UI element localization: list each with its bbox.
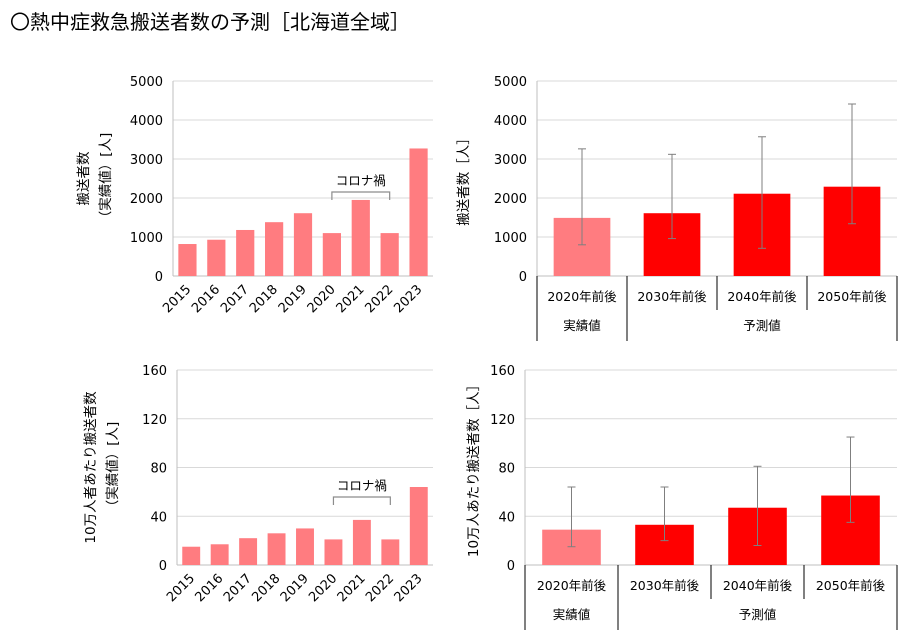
y-tick-label: 5000 <box>130 75 163 90</box>
group-label: 予測値 <box>743 318 781 333</box>
y-tick-label: 0 <box>519 270 527 285</box>
bar <box>182 546 201 565</box>
x-tick-label: 2021 <box>335 571 369 605</box>
y-tick-label: 80 <box>498 462 515 477</box>
y-tick-label: 160 <box>490 364 515 379</box>
y-axis-label: 搬送者数［人］ <box>456 131 472 226</box>
y-tick-label: 0 <box>155 270 163 285</box>
x-tick-label: 2016 <box>192 571 226 605</box>
x-tick-label: 2020年前後 <box>547 289 617 304</box>
page-title: 〇熱中症救急搬送者数の予測［北海道全域］ <box>10 10 410 34</box>
bar <box>178 244 197 276</box>
x-tick-label: 2023 <box>392 571 426 605</box>
x-tick-label: 2018 <box>249 571 283 605</box>
bar <box>267 533 286 565</box>
bar <box>293 213 313 276</box>
bar <box>296 528 314 565</box>
y-tick-label: 160 <box>142 364 167 379</box>
y-tick-label: 4000 <box>494 114 527 129</box>
x-tick-label: 2022 <box>363 571 397 605</box>
y-tick-label: 2000 <box>494 192 527 207</box>
y-tick-label: 0 <box>507 559 515 574</box>
x-tick-label: 2017 <box>221 571 255 605</box>
bar <box>352 519 371 565</box>
y-tick-label: 1000 <box>494 231 527 246</box>
x-tick-label: 2019 <box>278 571 312 605</box>
y-tick-label: 5000 <box>494 75 527 90</box>
y-tick-label: 2000 <box>130 192 163 207</box>
annotation-bracket <box>332 496 391 505</box>
bar <box>322 233 341 276</box>
group-label: 実績値 <box>553 607 591 622</box>
x-tick-label: 2050年前後 <box>816 578 886 593</box>
x-tick-label: 2015 <box>164 571 198 605</box>
y-axis-label: 10万人あたり搬送者数［人］ <box>466 378 482 557</box>
x-tick-label: 2018 <box>247 282 281 316</box>
x-tick-label: 2040年前後 <box>727 289 797 304</box>
bar <box>381 539 400 565</box>
x-tick-label: 2030年前後 <box>637 289 707 304</box>
x-tick-label: 2020年前後 <box>537 578 607 593</box>
annotation-label: コロナ禍 <box>336 173 386 188</box>
group-label: 実績値 <box>563 318 601 333</box>
bar <box>265 222 284 276</box>
bar <box>207 239 226 276</box>
y-tick-label: 120 <box>490 413 515 428</box>
bar <box>236 229 255 276</box>
bar <box>409 487 428 565</box>
x-tick-label: 2020 <box>305 282 339 316</box>
x-tick-label: 2015 <box>160 282 194 316</box>
bar <box>324 539 343 565</box>
y-tick-label: 3000 <box>494 153 527 168</box>
group-label: 予測値 <box>739 607 777 622</box>
y-axis-label: 10万人者あたり搬送者数 <box>83 391 99 544</box>
y-tick-label: 1000 <box>130 231 163 246</box>
y-axis-label: （実績値）[人] <box>105 422 121 514</box>
bar <box>380 233 399 276</box>
x-tick-label: 2040年前後 <box>723 578 793 593</box>
bar <box>210 544 229 565</box>
x-tick-label: 2022 <box>362 282 396 316</box>
y-tick-label: 120 <box>142 413 167 428</box>
y-tick-label: 4000 <box>130 114 163 129</box>
x-tick-label: 2023 <box>391 282 425 316</box>
y-tick-label: 40 <box>150 510 167 525</box>
bar <box>409 148 428 276</box>
bar <box>239 538 258 565</box>
x-tick-label: 2050年前後 <box>817 289 887 304</box>
x-tick-label: 2021 <box>334 282 368 316</box>
y-tick-label: 40 <box>498 510 515 525</box>
x-tick-label: 2017 <box>218 282 252 316</box>
x-tick-label: 2020 <box>306 571 340 605</box>
x-tick-label: 2016 <box>189 282 223 316</box>
y-axis-label: （実績値）[人] <box>98 133 114 225</box>
annotation-label: コロナ禍 <box>337 478 387 493</box>
x-tick-label: 2019 <box>276 282 310 316</box>
annotation-bracket <box>331 191 391 200</box>
x-tick-label: 2030年前後 <box>630 578 700 593</box>
bar <box>351 199 370 276</box>
y-tick-label: 80 <box>150 462 167 477</box>
y-tick-label: 0 <box>159 559 167 574</box>
y-tick-label: 3000 <box>130 153 163 168</box>
y-axis-label: 搬送者数 <box>76 151 92 205</box>
